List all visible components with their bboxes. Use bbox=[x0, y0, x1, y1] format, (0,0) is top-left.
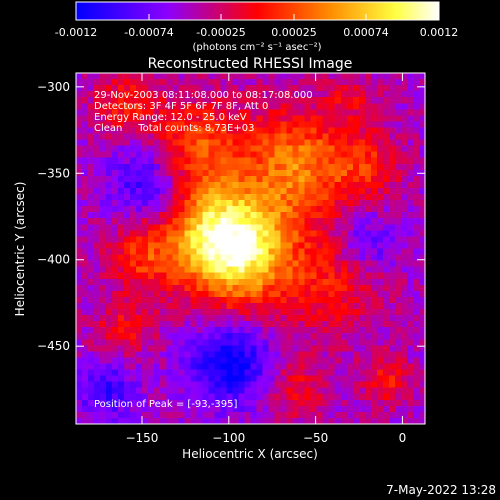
colorbar: -0.0012 -0.00074 -0.00025 0.00025 0.0007… bbox=[55, 1, 459, 53]
chart-title: Reconstructed RHESSI Image bbox=[148, 56, 353, 72]
y-tick-label: −350 bbox=[37, 166, 70, 180]
colorbar-tick-label: 0.00074 bbox=[343, 26, 389, 39]
colorbar-tick-label: -0.0012 bbox=[55, 26, 97, 39]
info-energy: Energy Range: 12.0 - 25.0 keV bbox=[94, 112, 247, 123]
colorbar-tick-label: 0.0012 bbox=[420, 26, 459, 39]
colorbar-ticks bbox=[75, 14, 440, 20]
y-tick-label: −400 bbox=[37, 253, 70, 267]
info-time: 29-Nov-2003 08:11:08.000 to 08:17:08.000 bbox=[94, 90, 313, 101]
heatmap-canvas bbox=[76, 73, 425, 424]
colorbar-tick-label: 0.00025 bbox=[271, 26, 317, 39]
peak-position-label: Position of Peak = [-93,-395] bbox=[94, 399, 238, 410]
x-axis-ticks: −150 −100 −50 0 bbox=[125, 73, 406, 445]
info-clean: Clean Total counts: 8.73E+03 bbox=[94, 123, 254, 134]
plot-frame bbox=[75, 72, 426, 425]
colorbar-unit-label: (photons cm⁻² s⁻¹ asec⁻²) bbox=[192, 42, 321, 53]
x-tick-label: −100 bbox=[212, 431, 245, 445]
y-axis-label: Heliocentric Y (arcsec) bbox=[13, 182, 27, 317]
colorbar-gradient bbox=[75, 1, 440, 21]
x-tick-label: −150 bbox=[125, 431, 158, 445]
heatmap-image bbox=[76, 73, 425, 424]
x-tick-label: −50 bbox=[303, 431, 328, 445]
colorbar-tick-label: -0.00025 bbox=[196, 26, 245, 39]
y-tick-label: −450 bbox=[37, 339, 70, 353]
y-tick-label: −300 bbox=[37, 80, 70, 94]
x-axis-label: Heliocentric X (arcsec) bbox=[182, 447, 318, 461]
footer-timestamp: 7-May-2022 13:28 bbox=[386, 483, 496, 497]
info-detectors: Detectors: 3F 4F 5F 6F 7F 8F, Att 0 bbox=[94, 101, 268, 112]
colorbar-tick-label: -0.00074 bbox=[124, 26, 173, 39]
x-tick-label: 0 bbox=[399, 431, 407, 445]
y-axis-ticks: −300 −350 −400 −450 bbox=[37, 80, 425, 353]
